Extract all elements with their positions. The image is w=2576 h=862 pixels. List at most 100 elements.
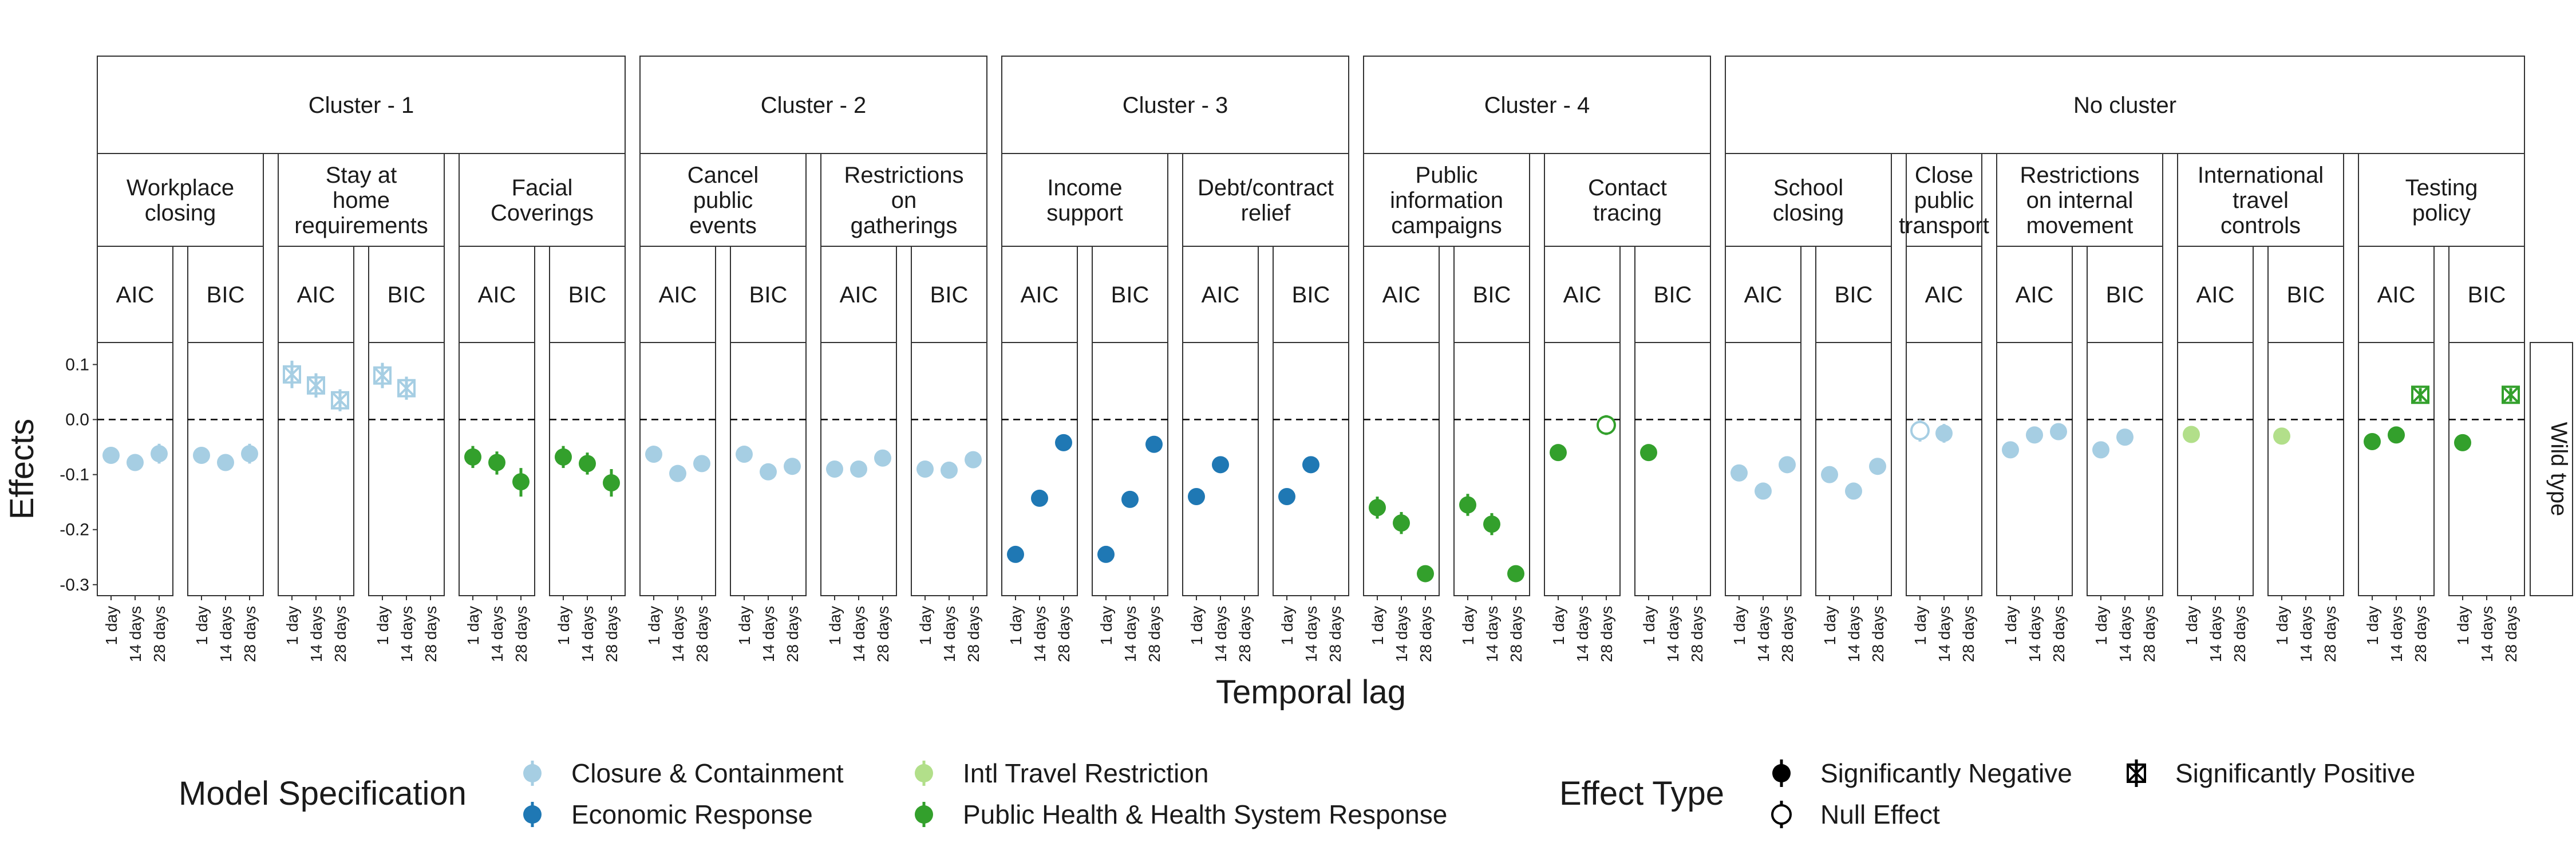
x-tick-label: 28 days (1959, 606, 1977, 662)
data-point (1369, 499, 1386, 517)
x-tick-label: 28 days (1417, 606, 1435, 662)
panel-strip-label: BIC (2287, 282, 2325, 308)
x-tick-label: 14 days (2116, 606, 2134, 662)
data-point-cross (331, 391, 349, 410)
data-point (217, 454, 234, 471)
legend-spec-title: Model Specification (179, 775, 467, 812)
data-point (1031, 489, 1048, 507)
y-tick-label: -0.3 (60, 576, 89, 595)
panel-strip (639, 246, 716, 343)
x-tick-label: 28 days (603, 606, 621, 662)
policy-strip-label: Close (1915, 163, 1973, 188)
data-point (1121, 490, 1139, 508)
panel-strip (2448, 246, 2525, 343)
data-point (1910, 420, 1930, 440)
policy-strip-label: events (689, 213, 757, 238)
cluster-strip-label: Cluster - 3 (1123, 93, 1228, 118)
panel-strip-label: AIC (116, 282, 155, 308)
policy-strip (1182, 153, 1349, 247)
x-tick-label: 28 days (1779, 606, 1796, 662)
x-tick-label: 14 days (2388, 606, 2405, 662)
x-tick-label: 14 days (1664, 606, 1682, 662)
x-tick-label: 28 days (965, 606, 982, 662)
panel-strip-label: AIC (1202, 282, 1240, 308)
data-point (760, 463, 777, 481)
x-tick-label: 14 days (2026, 606, 2044, 662)
panel-plot-area (1453, 342, 1530, 596)
x-tick-label: 14 days (850, 606, 868, 662)
x-tick-label: 14 days (1574, 606, 1591, 662)
data-point (2388, 426, 2405, 444)
policy-strip-label: public (1914, 188, 1974, 213)
x-tick-label: 1 day (2002, 606, 2020, 645)
panel-strip-label: BIC (749, 282, 788, 308)
panel-strip-label: AIC (478, 282, 516, 308)
policy-strip-label: travel (2233, 188, 2289, 213)
cluster-strip (1725, 56, 2525, 154)
policy-strip (1725, 153, 1892, 247)
data-point (1188, 488, 1205, 506)
data-point-cross (307, 376, 325, 395)
policy-strip-label: relief (1241, 200, 1291, 226)
x-tick-label: 14 days (760, 606, 777, 662)
data-point (2364, 432, 2381, 450)
policy-strip-label: movement (2026, 213, 2134, 238)
data-point (2454, 434, 2471, 451)
data-point (1459, 496, 1476, 514)
panel-plot-area (1634, 342, 1711, 596)
data-point (669, 465, 686, 482)
data-point (2026, 426, 2043, 444)
data-point (1483, 515, 1500, 533)
panel-strip (459, 246, 535, 343)
panel-strip-label: AIC (1021, 282, 1059, 308)
panel-plot-area (2177, 342, 2254, 596)
panel-strip (1273, 246, 1349, 343)
x-tick-label: 14 days (1935, 606, 1953, 662)
data-point (693, 455, 710, 473)
x-tick-label: 1 day (374, 606, 392, 645)
x-tick-label: 1 day (1097, 606, 1115, 645)
panel-strip-label: AIC (2016, 282, 2054, 308)
x-tick-label: 1 day (1821, 606, 1839, 645)
panel-strip-label: BIC (2468, 282, 2506, 308)
legend-key-point (1771, 804, 1792, 825)
x-tick-label: 1 day (1369, 606, 1386, 645)
policy-strip-label: information (1390, 188, 1503, 213)
cluster-strip (1001, 56, 1349, 154)
x-axis-title: Temporal lag (1216, 674, 1406, 711)
data-point (151, 445, 168, 463)
policy-strip-label: Stay at (326, 163, 397, 188)
x-tick-label: 1 day (2273, 606, 2291, 645)
x-tick-label: 1 day (464, 606, 482, 645)
panel-strip-label: AIC (659, 282, 697, 308)
data-point (1755, 482, 1772, 500)
data-point (1097, 545, 1115, 563)
data-point (1055, 434, 1072, 451)
row-strip-label: Wild type (2546, 422, 2571, 517)
data-point (2183, 426, 2200, 443)
data-point (2050, 423, 2067, 440)
data-point-cross (2411, 385, 2429, 404)
policy-strip-label: Cancel (688, 163, 759, 188)
panel-strip-label: AIC (1744, 282, 1783, 308)
panel-strip-label: BIC (1654, 282, 1692, 308)
y-tick-label: -0.2 (60, 521, 89, 540)
panel-strip-label: BIC (568, 282, 607, 308)
x-tick-label: 1 day (102, 606, 120, 645)
x-tick-label: 28 days (2231, 606, 2249, 662)
y-axis-title: Effects (3, 419, 41, 519)
data-point (1212, 456, 1229, 474)
data-point (1869, 458, 1886, 475)
panel-strip-label: BIC (1111, 282, 1149, 308)
policy-strip-label: requirements (294, 213, 428, 238)
data-point (283, 365, 301, 384)
x-tick-label: 28 days (2502, 606, 2520, 662)
panel-strip-label: AIC (840, 282, 878, 308)
panel-plot-area (2267, 342, 2344, 596)
x-tick-label: 14 days (941, 606, 958, 662)
policy-strip-label: public (693, 188, 753, 213)
data-point (736, 446, 753, 463)
policy-strip-label: transport (1899, 213, 1989, 238)
x-tick-label: 1 day (1550, 606, 1567, 645)
x-tick-label: 1 day (916, 606, 934, 645)
